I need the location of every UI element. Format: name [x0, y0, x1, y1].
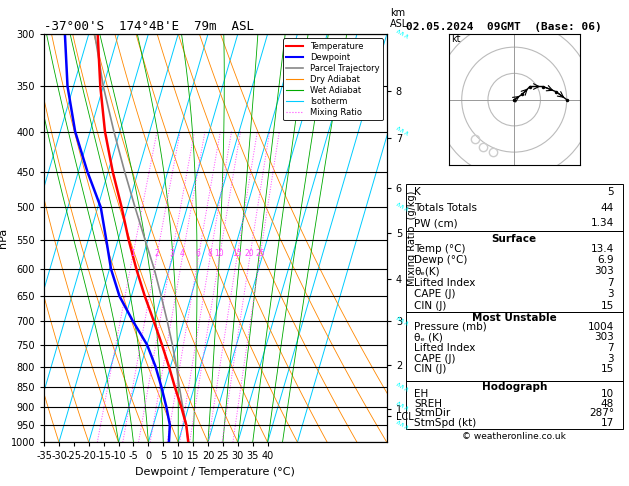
Text: 13.4: 13.4: [591, 243, 614, 254]
X-axis label: Dewpoint / Temperature (°C): Dewpoint / Temperature (°C): [135, 467, 296, 477]
Text: ∧∧∧: ∧∧∧: [393, 418, 409, 431]
Text: 10: 10: [601, 389, 614, 399]
Text: 15: 15: [601, 364, 614, 374]
Text: ∧∧∧: ∧∧∧: [393, 125, 409, 138]
Text: ∧∧∧: ∧∧∧: [393, 400, 409, 413]
Text: Lifted Index: Lifted Index: [415, 278, 476, 288]
Text: ∧∧∧: ∧∧∧: [393, 381, 409, 394]
Text: K: K: [415, 187, 421, 197]
Text: ∧∧∧: ∧∧∧: [393, 28, 409, 40]
Text: EH: EH: [415, 389, 428, 399]
Text: Pressure (mb): Pressure (mb): [415, 322, 487, 331]
Text: 3: 3: [169, 248, 174, 258]
Text: 3: 3: [608, 354, 614, 364]
Text: ∧∧∧: ∧∧∧: [393, 201, 409, 214]
Text: CAPE (J): CAPE (J): [415, 354, 456, 364]
Text: 4: 4: [180, 248, 185, 258]
Text: 287°: 287°: [589, 408, 614, 418]
Text: 7: 7: [608, 343, 614, 353]
Text: 10: 10: [214, 248, 224, 258]
Text: 8: 8: [208, 248, 213, 258]
Text: 303: 303: [594, 332, 614, 342]
Text: 1004: 1004: [587, 322, 614, 331]
Text: SREH: SREH: [415, 399, 442, 409]
Text: 02.05.2024  09GMT  (Base: 06): 02.05.2024 09GMT (Base: 06): [406, 21, 601, 32]
Text: 44: 44: [601, 203, 614, 212]
Text: θₑ(K): θₑ(K): [415, 266, 440, 277]
Text: 3: 3: [608, 290, 614, 299]
Text: Lifted Index: Lifted Index: [415, 343, 476, 353]
Text: ∧∧∧: ∧∧∧: [393, 315, 409, 328]
Text: 6: 6: [196, 248, 201, 258]
Text: Mixing Ratio  (g/kg): Mixing Ratio (g/kg): [407, 191, 417, 286]
Text: 15: 15: [232, 248, 242, 258]
Text: CIN (J): CIN (J): [415, 301, 447, 311]
Y-axis label: hPa: hPa: [0, 228, 8, 248]
Bar: [406, 231, 623, 312]
Text: Hodograph: Hodograph: [482, 382, 547, 392]
Text: 1.34: 1.34: [591, 218, 614, 228]
Bar: [406, 312, 623, 381]
Text: 20: 20: [245, 248, 255, 258]
Text: Temp (°C): Temp (°C): [415, 243, 466, 254]
Text: Dewp (°C): Dewp (°C): [415, 255, 468, 265]
Text: 6.9: 6.9: [598, 255, 614, 265]
Text: 15: 15: [601, 301, 614, 311]
Text: Most Unstable: Most Unstable: [472, 313, 557, 323]
Text: © weatheronline.co.uk: © weatheronline.co.uk: [462, 433, 566, 441]
Text: CIN (J): CIN (J): [415, 364, 447, 374]
Text: StmDir: StmDir: [415, 408, 450, 418]
Text: PW (cm): PW (cm): [415, 218, 458, 228]
Bar: [406, 381, 623, 429]
Text: 2: 2: [154, 248, 159, 258]
Legend: Temperature, Dewpoint, Parcel Trajectory, Dry Adiabat, Wet Adiabat, Isotherm, Mi: Temperature, Dewpoint, Parcel Trajectory…: [283, 38, 382, 121]
Text: 48: 48: [601, 399, 614, 409]
Text: θₑ (K): θₑ (K): [415, 332, 443, 342]
Text: 303: 303: [594, 266, 614, 277]
Text: 5: 5: [608, 187, 614, 197]
Text: StmSpd (kt): StmSpd (kt): [415, 418, 477, 428]
Text: Totals Totals: Totals Totals: [415, 203, 477, 212]
Text: -37°00'S  174°4B'E  79m  ASL: -37°00'S 174°4B'E 79m ASL: [44, 20, 254, 33]
Bar: [406, 184, 623, 231]
Text: CAPE (J): CAPE (J): [415, 290, 456, 299]
Text: km
ASL: km ASL: [390, 8, 408, 29]
Text: kt: kt: [451, 34, 460, 44]
Text: 17: 17: [601, 418, 614, 428]
Text: 25: 25: [255, 248, 265, 258]
Text: 7: 7: [608, 278, 614, 288]
Text: 1: 1: [130, 248, 135, 258]
Text: Surface: Surface: [492, 234, 537, 244]
